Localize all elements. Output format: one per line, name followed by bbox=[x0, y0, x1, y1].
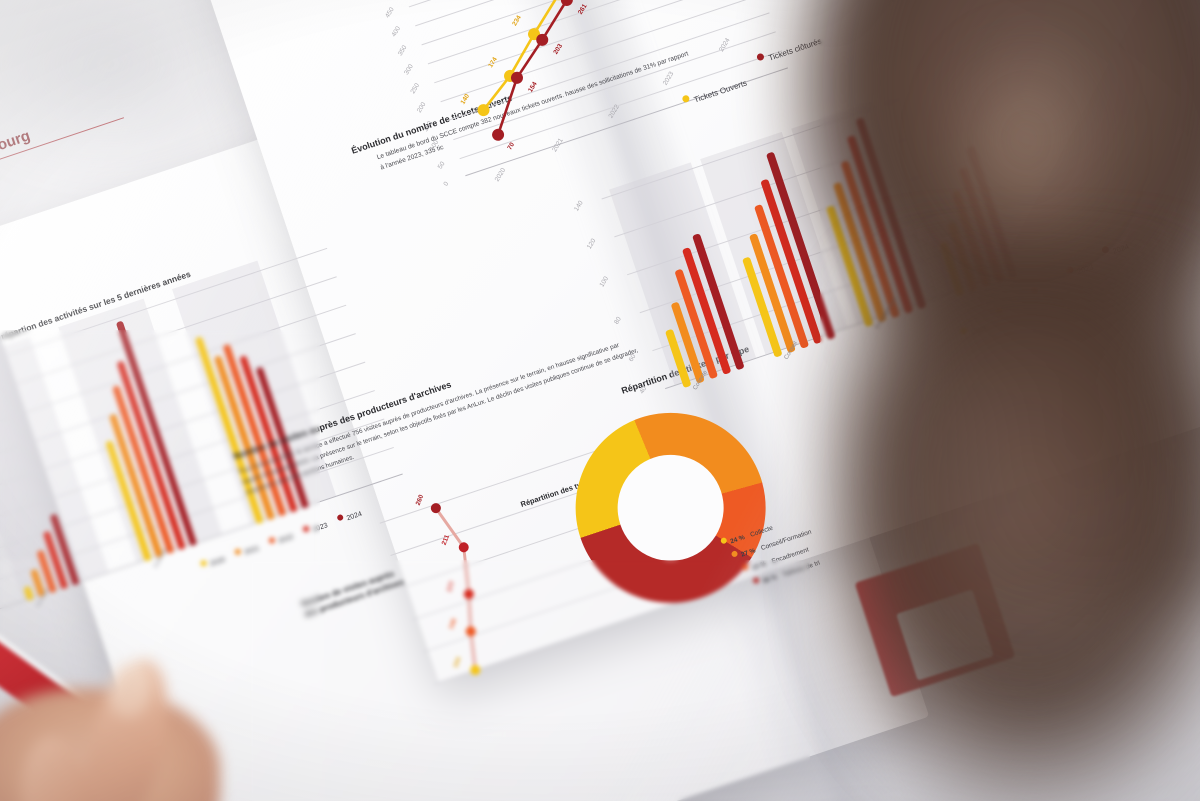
person-shoulder bbox=[820, 250, 1200, 801]
person-highlight bbox=[930, 20, 1170, 320]
hand-holding-book bbox=[0, 640, 300, 801]
